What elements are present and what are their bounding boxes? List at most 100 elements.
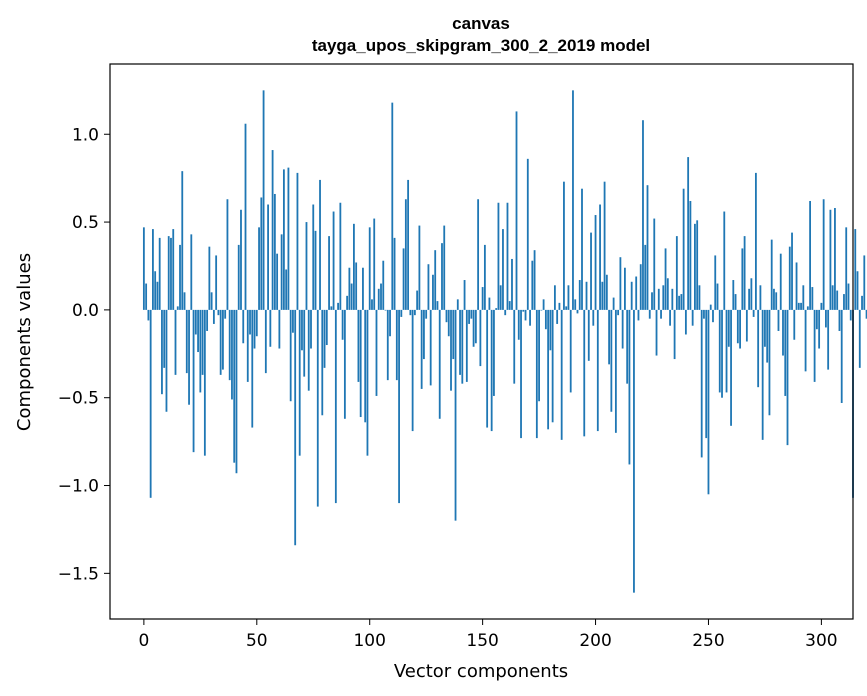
bar bbox=[639, 264, 642, 310]
bar bbox=[222, 309, 224, 370]
bar bbox=[454, 309, 457, 521]
bar bbox=[863, 255, 866, 310]
bar bbox=[730, 309, 732, 426]
bar bbox=[610, 309, 613, 412]
x-tick-label: 0 bbox=[138, 631, 149, 651]
bar bbox=[470, 309, 473, 319]
bar bbox=[563, 181, 565, 310]
bar bbox=[700, 309, 703, 458]
bar bbox=[858, 309, 861, 368]
bar bbox=[535, 309, 538, 439]
bar bbox=[389, 309, 391, 337]
bar bbox=[441, 243, 443, 310]
bar bbox=[508, 301, 511, 310]
bar bbox=[786, 309, 789, 446]
bar bbox=[678, 295, 681, 310]
bar bbox=[567, 285, 570, 310]
bar bbox=[384, 309, 387, 311]
bar bbox=[459, 309, 461, 375]
bar bbox=[217, 309, 220, 316]
bar bbox=[633, 309, 635, 593]
bar bbox=[827, 309, 830, 370]
y-tick-label: 1.0 bbox=[72, 125, 99, 145]
bar bbox=[316, 309, 319, 507]
bar bbox=[779, 253, 782, 310]
bar bbox=[346, 295, 349, 310]
bar bbox=[285, 269, 288, 310]
bar bbox=[599, 204, 601, 310]
bar bbox=[590, 232, 592, 310]
bar bbox=[371, 299, 373, 310]
bar bbox=[813, 309, 816, 382]
bar bbox=[242, 309, 245, 344]
bar bbox=[486, 309, 489, 428]
bar bbox=[409, 309, 412, 316]
bar bbox=[727, 309, 730, 347]
bar bbox=[179, 244, 181, 310]
bar bbox=[161, 309, 163, 395]
bar bbox=[219, 309, 222, 375]
bar bbox=[569, 309, 572, 393]
bar bbox=[499, 285, 502, 310]
bar bbox=[594, 215, 597, 310]
bar bbox=[292, 309, 294, 333]
bar bbox=[614, 309, 617, 433]
bar bbox=[158, 237, 161, 310]
bar bbox=[382, 260, 385, 310]
bar bbox=[429, 309, 432, 386]
y-tick-label: 0.0 bbox=[72, 301, 99, 321]
bar bbox=[642, 120, 644, 310]
bar bbox=[558, 302, 561, 310]
bar bbox=[698, 285, 701, 310]
bar bbox=[745, 309, 748, 342]
bar bbox=[504, 309, 507, 316]
bar bbox=[280, 234, 283, 310]
bar bbox=[190, 234, 193, 310]
bar bbox=[490, 309, 493, 432]
bar bbox=[766, 309, 769, 363]
bar bbox=[572, 90, 574, 310]
x-tick-label: 300 bbox=[805, 631, 837, 651]
bar bbox=[362, 267, 364, 310]
bar bbox=[432, 274, 434, 310]
bar bbox=[619, 257, 622, 310]
bar bbox=[244, 123, 247, 310]
bar bbox=[522, 309, 525, 312]
x-tick-label: 50 bbox=[246, 631, 268, 651]
bar bbox=[773, 288, 775, 310]
bar bbox=[651, 292, 653, 310]
bar bbox=[377, 288, 380, 310]
bar bbox=[847, 283, 850, 310]
bar bbox=[398, 309, 400, 504]
bar bbox=[662, 285, 665, 310]
bar bbox=[287, 167, 290, 310]
bar bbox=[666, 278, 669, 310]
bar bbox=[337, 302, 339, 310]
bar bbox=[445, 309, 448, 323]
bar bbox=[630, 281, 633, 310]
bar bbox=[237, 244, 240, 310]
bar bbox=[524, 309, 527, 321]
bar bbox=[156, 281, 159, 310]
x-axis-ticks: 0 50 100 150 200 250 300 bbox=[138, 619, 838, 651]
bar bbox=[764, 309, 766, 347]
bar bbox=[301, 309, 303, 351]
bar bbox=[576, 309, 579, 314]
bar bbox=[648, 309, 651, 319]
bar bbox=[456, 299, 459, 310]
bar bbox=[687, 157, 690, 310]
bar bbox=[226, 199, 229, 310]
bar bbox=[626, 309, 629, 384]
bar bbox=[804, 309, 807, 372]
bar bbox=[418, 225, 421, 310]
x-tick-label: 150 bbox=[466, 631, 498, 651]
bar bbox=[434, 250, 437, 310]
bar bbox=[635, 276, 638, 310]
bar bbox=[734, 294, 737, 310]
bar bbox=[368, 227, 371, 310]
bar bbox=[834, 208, 836, 310]
bar bbox=[296, 172, 299, 310]
bar bbox=[560, 309, 563, 440]
bar bbox=[479, 309, 482, 367]
bar bbox=[553, 285, 556, 310]
